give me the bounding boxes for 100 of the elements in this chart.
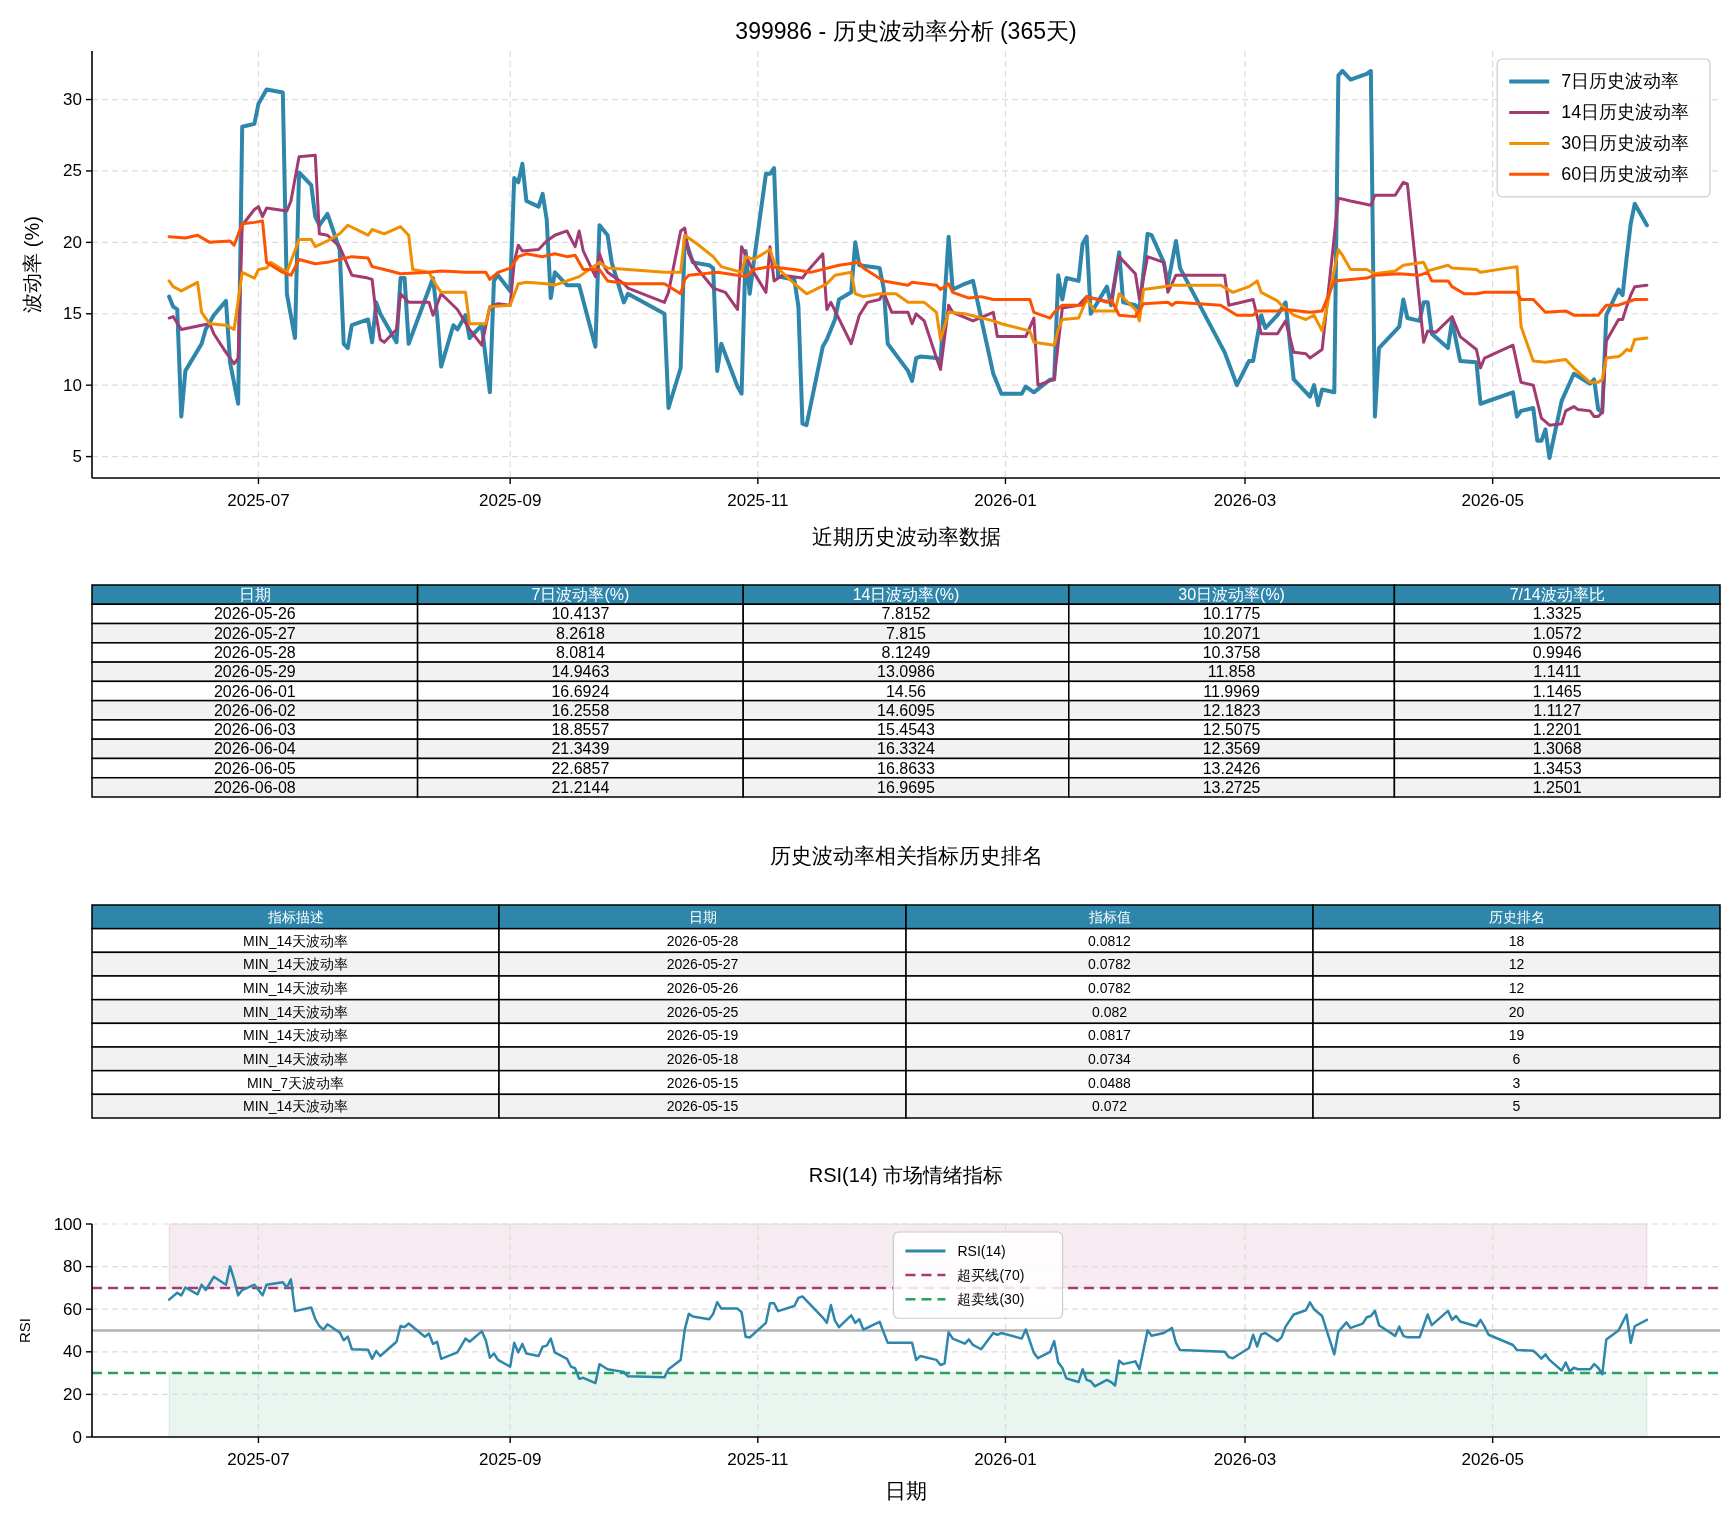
x-tick-label: 2025-11 [727, 490, 789, 510]
y-tick-label: 5 [72, 447, 82, 467]
text: 2026-06-08 [213, 778, 296, 796]
text: 18.8557 [551, 721, 610, 739]
text: 12.1823 [1202, 701, 1261, 719]
text: 16.6924 [551, 682, 610, 700]
text: 2026-05-29 [213, 663, 296, 681]
category-label: 7日波动率(%) [531, 586, 630, 604]
legend-label: 超卖线(30) [957, 1291, 1025, 1308]
y-axis-title: 波动率 (%) [21, 216, 43, 313]
text: 0.0782 [1088, 956, 1131, 973]
text: MIN_14天波动率 [242, 979, 349, 996]
text: 2026-06-04 [213, 740, 296, 758]
text: 16.8633 [877, 759, 935, 777]
y-tick-label: 30 [63, 90, 82, 110]
text: 20 [1508, 1003, 1525, 1020]
text: 16.9695 [877, 778, 935, 796]
text: 2026-05-26 [213, 605, 296, 623]
text: 2026-06-03 [213, 721, 296, 739]
category-label: 指标值 [1087, 908, 1131, 925]
text: 2026-05-27 [666, 956, 739, 973]
text: 16.2558 [551, 701, 610, 719]
text: 7.815 [885, 624, 927, 642]
x-axis-title: 日期 [885, 1478, 927, 1502]
text: 10.1775 [1202, 605, 1261, 623]
y-tick-label: 60 [63, 1299, 82, 1319]
category-label: 14日波动率(%) [852, 586, 960, 604]
text: 11.9969 [1203, 682, 1260, 700]
x-tick-label: 2026-05 [1461, 1449, 1524, 1469]
text: 13.2725 [1202, 778, 1261, 796]
x-tick-label: 2025-07 [227, 490, 290, 510]
y-tick-label: 10 [63, 375, 82, 395]
text: 0.0817 [1088, 1027, 1131, 1044]
text: 2026-06-05 [213, 759, 296, 777]
x-tick-label: 2025-09 [478, 490, 542, 510]
text: 14.6095 [877, 701, 935, 719]
text: 2026-05-19 [666, 1027, 739, 1044]
text: 10.2071 [1202, 624, 1261, 642]
x-tick-label: 2025-11 [727, 1449, 789, 1469]
text: 1.1411 [1533, 663, 1582, 681]
y-tick-label: 40 [63, 1342, 82, 1362]
text: 0.0734 [1088, 1050, 1131, 1067]
legend-label: 7日历史波动率 [1561, 71, 1680, 92]
legend-label: 30日历史波动率 [1561, 133, 1690, 154]
text: 1.1465 [1532, 682, 1582, 700]
text: 21.3439 [551, 740, 610, 758]
y-tick-label: 20 [63, 232, 82, 252]
text: 2026-05-15 [666, 1098, 739, 1115]
category-label: 指标描述 [266, 908, 324, 925]
text: 1.3325 [1532, 605, 1582, 623]
text: 12 [1508, 979, 1525, 996]
text: 11.858 [1207, 663, 1256, 681]
text: 1.1127 [1533, 701, 1582, 719]
chart-title: RSI(14) 市场情绪指标 [808, 1164, 1004, 1186]
x-tick-label: 2026-01 [974, 1449, 1037, 1469]
text: 0.082 [1091, 1003, 1128, 1020]
legend-label: 超买线(70) [957, 1267, 1025, 1284]
y-tick-label: 100 [53, 1214, 82, 1234]
text: 2026-05-27 [213, 624, 296, 642]
category-label: 日期 [688, 908, 717, 925]
x-tick-label: 2026-05 [1461, 490, 1524, 510]
text: 8.0814 [555, 643, 605, 661]
category-label: 历史排名 [1488, 908, 1545, 925]
text: 0.0488 [1088, 1074, 1131, 1091]
line-series [167, 219, 1649, 320]
text: 8.1249 [881, 643, 931, 661]
text: 2026-05-28 [666, 932, 739, 949]
text: 0.0782 [1088, 979, 1131, 996]
y-tick-label: 25 [63, 161, 82, 181]
y-tick-label: 80 [63, 1257, 82, 1277]
category-label: 日期 [238, 586, 271, 604]
legend-label: 60日历史波动率 [1561, 164, 1690, 185]
text: MIN_14天波动率 [242, 1098, 349, 1115]
text: 6 [1512, 1050, 1521, 1067]
x-tick-label: 2025-09 [478, 1449, 542, 1469]
text: 21.2144 [551, 778, 610, 796]
text: 1.3068 [1532, 740, 1582, 758]
text: 0.072 [1091, 1098, 1128, 1115]
text: 13.0986 [877, 663, 935, 681]
text: 22.6857 [551, 759, 610, 777]
text: MIN_14天波动率 [242, 956, 349, 973]
text: 1.2201 [1532, 721, 1582, 739]
y-tick-label: 20 [63, 1384, 82, 1404]
x-tick-label: 2025-07 [227, 1449, 290, 1469]
line-series [167, 1265, 1649, 1388]
legend-label: 14日历史波动率 [1561, 102, 1690, 123]
y-tick-label: 15 [63, 304, 82, 324]
text: 13.2426 [1202, 759, 1261, 777]
text: 2026-05-28 [213, 643, 296, 661]
text: 14.9463 [551, 663, 610, 681]
text: 5 [1512, 1098, 1521, 1115]
text: MIN_14天波动率 [242, 932, 349, 949]
text: 1.2501 [1532, 778, 1582, 796]
text: MIN_14天波动率 [242, 1003, 349, 1020]
text: 16.3324 [877, 740, 935, 758]
text: 2026-05-26 [666, 979, 739, 996]
text: 19 [1508, 1027, 1525, 1044]
text: 近期历史波动率数据 [811, 524, 1001, 548]
text: 15.4543 [877, 721, 935, 739]
x-tick-label: 2026-01 [974, 490, 1037, 510]
